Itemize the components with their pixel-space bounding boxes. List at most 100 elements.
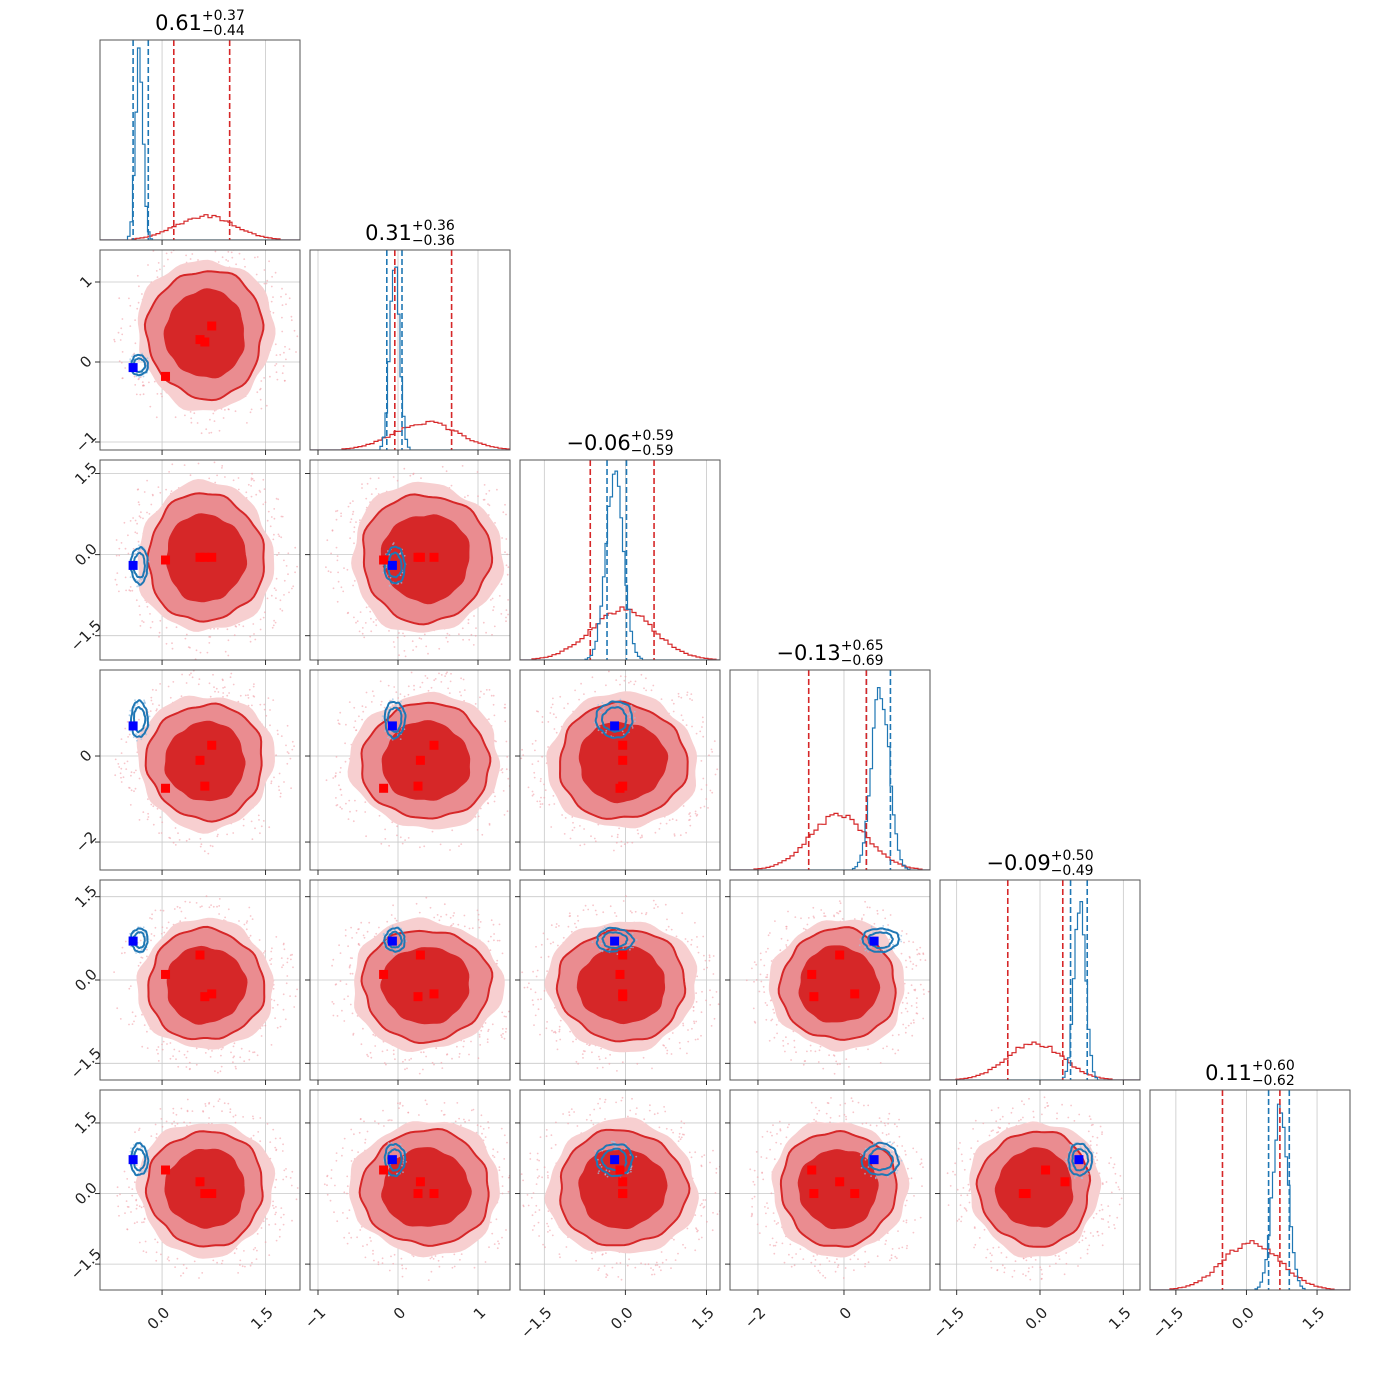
scatter-point-red xyxy=(922,1166,924,1168)
scatter-point-red xyxy=(250,479,253,481)
scatter-point-red xyxy=(265,282,268,285)
scatter-point-red xyxy=(496,488,498,491)
scatter-point-red xyxy=(174,827,177,829)
scatter-point-red xyxy=(558,925,560,927)
scatter-point-red xyxy=(195,1047,198,1050)
scatter-point-red xyxy=(985,1256,988,1259)
y-tick-label: −1 xyxy=(72,428,100,456)
scatter-point-red xyxy=(901,1145,904,1147)
scatter-point-red xyxy=(1065,1252,1068,1254)
scatter-point-red xyxy=(284,379,286,382)
scatter-point-red xyxy=(538,1159,540,1162)
scatter-point-red xyxy=(920,1162,923,1164)
scatter-point-red xyxy=(168,1259,171,1262)
scatter-point-red xyxy=(390,1255,392,1258)
scatter-point-red xyxy=(242,824,245,827)
scatter-point-red xyxy=(767,1207,769,1209)
marker-red xyxy=(809,992,819,1002)
scatter-point-red xyxy=(254,638,257,641)
scatter-point-red xyxy=(474,703,477,705)
scatter-point-red xyxy=(347,505,350,508)
scatter-point-red xyxy=(763,991,766,993)
scatter-point-red xyxy=(271,275,273,278)
scatter-point-red xyxy=(249,411,252,414)
scatter-point-red xyxy=(180,1107,183,1110)
scatter-point-red xyxy=(287,573,289,576)
scatter-point-red xyxy=(790,1265,793,1268)
scatter-point-red xyxy=(658,828,661,830)
scatter-point-red xyxy=(133,790,135,793)
scatter-point-red xyxy=(123,951,126,954)
scatter-point-red xyxy=(488,504,491,507)
scatter-point-red xyxy=(134,342,137,345)
scatter-point-red xyxy=(680,1126,683,1129)
scatter-point-red xyxy=(129,590,132,592)
scatter-point-red xyxy=(253,695,256,698)
scatter-point-red xyxy=(1120,1197,1123,1200)
scatter-point-red xyxy=(558,1253,561,1255)
scatter-point-red xyxy=(785,944,788,946)
scatter-point-red xyxy=(352,500,354,502)
scatter-point-red xyxy=(359,519,361,522)
scatter-point-red xyxy=(226,628,229,631)
panel-title: 0.31+0.36 −0.36 xyxy=(365,218,455,249)
scatter-point-red xyxy=(418,1114,420,1116)
scatter-point-red xyxy=(450,924,453,927)
scatter-point-red xyxy=(330,552,332,555)
scatter-point-red xyxy=(702,777,705,780)
scatter-point-red xyxy=(1101,1131,1103,1133)
scatter-point-red xyxy=(452,914,455,917)
blue-contour-outer xyxy=(383,1143,407,1178)
scatter-point-red xyxy=(208,682,211,685)
scatter-point-red xyxy=(147,798,149,801)
scatter-point-red xyxy=(882,1047,885,1050)
x-tick-label: 0 xyxy=(390,1304,409,1323)
contour-panel-5-4: −1.5 0.0 1.5 xyxy=(929,1089,1141,1342)
scatter-point-red xyxy=(372,1253,374,1255)
blue-contour-outer xyxy=(594,700,634,739)
scatter-point-red xyxy=(137,964,140,967)
scatter-point-red xyxy=(631,841,634,844)
scatter-point-red xyxy=(224,650,227,653)
scatter-point-red xyxy=(253,479,255,482)
scatter-point-red xyxy=(884,917,887,920)
scatter-point-blue xyxy=(610,704,613,707)
scatter-point-red xyxy=(344,929,347,931)
scatter-point-red xyxy=(241,1265,244,1268)
scatter-point-red xyxy=(506,756,509,758)
scatter-point-red xyxy=(249,915,252,917)
scatter-point-red xyxy=(427,1279,430,1281)
scatter-point-red xyxy=(490,599,492,601)
scatter-point-red xyxy=(919,983,922,986)
scatter-point-red xyxy=(1087,1130,1090,1133)
x-tick-label: −1 xyxy=(301,1304,329,1332)
scatter-point-red xyxy=(133,1020,135,1023)
scatter-point-red xyxy=(541,721,544,724)
scatter-point-red xyxy=(550,826,553,828)
scatter-point-red xyxy=(117,1205,120,1208)
scatter-point-red xyxy=(786,939,789,942)
scatter-point-red xyxy=(650,1267,652,1269)
scatter-point-red xyxy=(429,906,432,909)
scatter-point-red xyxy=(165,1120,168,1123)
scatter-point-red xyxy=(191,676,194,679)
scatter-point-blue xyxy=(594,726,597,728)
scatter-point-red xyxy=(861,918,863,921)
scatter-point-red xyxy=(339,711,342,714)
scatter-point-red xyxy=(227,654,230,657)
scatter-point-red xyxy=(480,1114,483,1117)
scatter-point-red xyxy=(628,681,630,684)
scatter-point-red xyxy=(793,1264,796,1267)
contour-panel-5-3: −2 0 xyxy=(725,1089,931,1332)
panel-frame xyxy=(729,1089,931,1291)
scatter-point-red xyxy=(552,941,555,944)
scatter-point-red xyxy=(812,906,815,909)
scatter-point-red xyxy=(898,1135,901,1138)
scatter-point-red xyxy=(355,621,357,624)
scatter-point-red xyxy=(645,913,647,916)
scatter-point-red xyxy=(492,703,495,706)
scatter-point-red xyxy=(665,1259,668,1261)
scatter-point-red xyxy=(289,1177,292,1179)
scatter-point-red xyxy=(272,624,275,627)
y-tick-label: 1.5 xyxy=(71,459,101,489)
